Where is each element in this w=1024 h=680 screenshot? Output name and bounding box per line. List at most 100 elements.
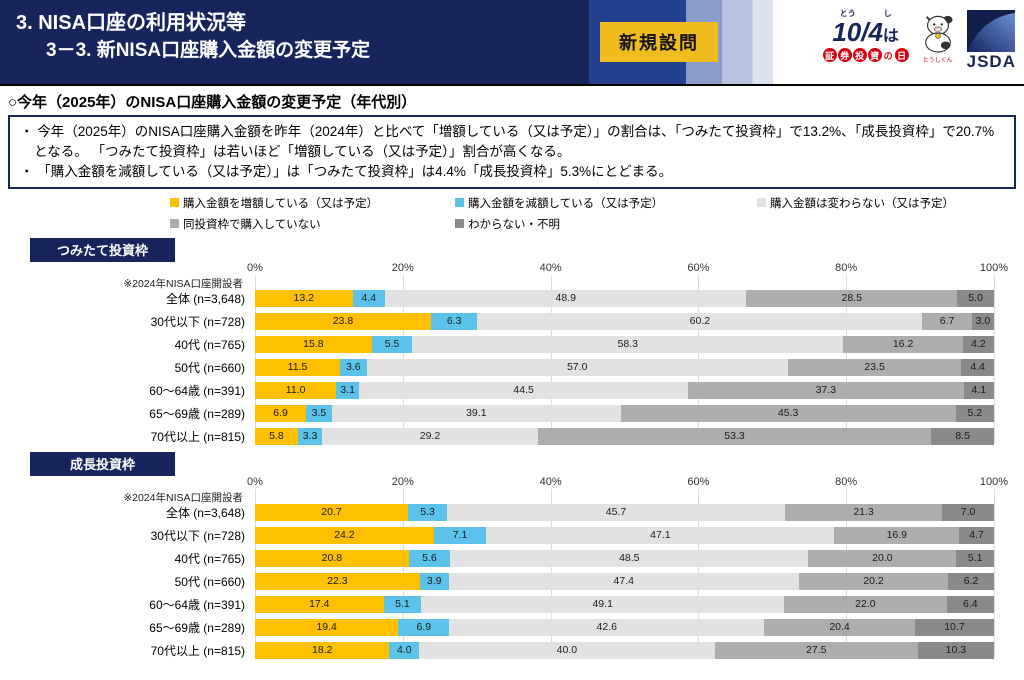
bar-segment: 20.4: [764, 618, 915, 636]
bar-segment: 6.4: [946, 595, 994, 613]
bar-segment: 4.1: [963, 381, 994, 399]
legend-label: 購入金額は変わらない（又は予定）: [770, 197, 954, 210]
category-label: 60〜64歳 (n=391): [149, 383, 245, 398]
date-text: 10/4は: [832, 19, 899, 45]
bar-segment: 4.0: [389, 641, 420, 659]
bar-segment: 47.1: [486, 526, 835, 544]
bar-segment: 53.3: [537, 427, 932, 445]
summary-bullet-2: ・ 「購入金額を減額している（又は予定）」は「つみたて投資枠」は4.4%「成長投…: [20, 163, 673, 179]
bar-segment: 42.6: [449, 618, 765, 636]
bar-segment: 15.8: [255, 335, 372, 353]
x-axis: 0% 20% 40% 60% 80% 100%: [247, 261, 1008, 275]
bar-value: 6.7: [939, 315, 955, 328]
bar-segment: 16.9: [834, 526, 960, 544]
bar-value: 4.0: [396, 644, 412, 657]
bar-track: 22.3 3.9 47.4 20.2 6.2: [255, 572, 994, 590]
bar-value: 19.4: [316, 621, 337, 634]
bar-segment: 7.0: [942, 503, 994, 521]
bar-value: 4.4: [970, 361, 986, 374]
day-label-char: 証: [822, 48, 837, 62]
bar-segment: 5.0: [957, 289, 994, 307]
bar-segment: 8.5: [931, 427, 994, 445]
category-label: 70代以上 (n=815): [150, 643, 245, 658]
bar-value: 48.9: [555, 292, 576, 305]
new-question-badge: 新規設問: [600, 22, 718, 62]
category-label: 65〜69歳 (n=289): [149, 406, 245, 421]
jsda-logo-text: JSDA: [966, 52, 1016, 71]
legend-label: 購入金額を減額している（又は予定）: [468, 197, 664, 210]
bar-segment: 24.2: [255, 526, 434, 544]
bar-segment: 23.8: [255, 312, 431, 330]
bar-value: 5.8: [269, 430, 284, 443]
bar-track: 15.8 5.5 58.3 16.2 4.2: [255, 335, 994, 353]
axis-tick: 80%: [835, 475, 858, 488]
chart-note: ※2024年NISA口座開設者: [123, 491, 243, 504]
gridline: [994, 488, 995, 657]
bar-segment: 11.0: [255, 381, 337, 399]
bar-value: 15.8: [303, 338, 324, 351]
axis-tick: 20%: [391, 475, 414, 488]
bar-segment: 6.9: [398, 618, 450, 636]
legend-item: 同投資枠で購入していない: [170, 216, 455, 232]
bar-segment: 6.7: [922, 312, 972, 330]
bar-segment: 3.0: [971, 312, 994, 330]
axis-tick: 80%: [835, 261, 858, 274]
bar-track: 11.5 3.6 57.0 23.5 4.4: [255, 358, 994, 376]
bar-rows: 全体 (n=3,648) 13.2 4.4 48.9 28.5 5.0 30代以下 (n=7…: [30, 275, 994, 446]
securities-investment-day-logo: とう し 10/4は 証券投資の日: [822, 6, 909, 62]
bar-value: 4.2: [971, 338, 986, 351]
bar-value: 47.4: [613, 575, 634, 588]
bar-segment: 57.0: [366, 358, 788, 376]
bar-segment: 3.5: [305, 404, 332, 422]
bar-value: 45.7: [605, 506, 627, 519]
bar-value: 16.9: [886, 529, 908, 542]
bar-value: 49.1: [592, 598, 613, 611]
bar-segment: 4.4: [961, 358, 994, 376]
bar-segment: 10.7: [914, 618, 994, 636]
jsda-logo: JSDA: [967, 6, 1016, 72]
legend-marker-icon: [170, 219, 179, 229]
bar-track: 23.8 6.3 60.2 6.7 3.0: [255, 312, 994, 330]
bar-segment: 5.1: [383, 595, 422, 613]
bar-value: 3.1: [340, 384, 356, 397]
bar-segment: 5.6: [408, 549, 451, 567]
bar-segment: 3.9: [419, 572, 449, 590]
day-label-char: 資: [867, 48, 882, 62]
bar-value: 5.5: [384, 338, 400, 351]
date-main: 10/4: [832, 17, 883, 47]
bar-segment: 60.2: [477, 312, 923, 330]
bar-segment: 5.1: [956, 549, 994, 567]
bar-segment: 21.3: [784, 503, 943, 521]
furigana-tou: とう: [839, 9, 856, 18]
chart-title-box: 成長投資枠: [30, 451, 175, 476]
bar-value: 24.2: [334, 529, 355, 542]
bar-segment: 44.5: [359, 381, 689, 399]
axis-tick: 0%: [247, 261, 263, 274]
bar-value: 42.6: [596, 621, 617, 634]
bar-segment: 20.0: [808, 549, 957, 567]
bar-value: 47.1: [650, 529, 671, 542]
bar-row: 60〜64歳 (n=391) 17.4 5.1 49.1 22.0 6.4: [30, 595, 994, 614]
bar-value: 7.1: [452, 529, 468, 542]
bar-value: 5.1: [395, 598, 410, 611]
category-label: 30代以下 (n=728): [150, 314, 245, 329]
cow-mascot-icon: [924, 15, 953, 53]
bar-row: 40代 (n=765) 20.8 5.6 48.5 20.0 5.1: [30, 549, 994, 568]
x-axis: 0% 20% 40% 60% 80% 100%: [247, 475, 1008, 489]
bar-value: 44.5: [513, 384, 534, 397]
bar-value: 6.9: [273, 407, 288, 420]
gridline: [994, 274, 995, 443]
bar-segment: 58.3: [412, 335, 844, 353]
category-label: 65〜69歳 (n=289): [149, 620, 245, 635]
bar-value: 8.5: [955, 430, 970, 443]
chart-body: 0% 20% 40% 60% 80% 100% ※2024年NISA口座開設者 全体 (n=3…: [30, 475, 1008, 660]
bar-row: 70代以上 (n=815) 18.2 4.0 40.0 27.5 10.3: [30, 641, 994, 660]
bar-segment: 4.7: [959, 526, 994, 544]
category-label: 50代 (n=660): [174, 360, 245, 375]
bar-track: 17.4 5.1 49.1 22.0 6.4: [255, 595, 994, 613]
bar-segment: 4.2: [962, 335, 994, 353]
bar-value: 37.3: [815, 384, 837, 397]
bar-segment: 5.2: [955, 404, 994, 422]
bar-value: 4.7: [969, 529, 984, 542]
bar-segment: 27.5: [714, 641, 918, 659]
